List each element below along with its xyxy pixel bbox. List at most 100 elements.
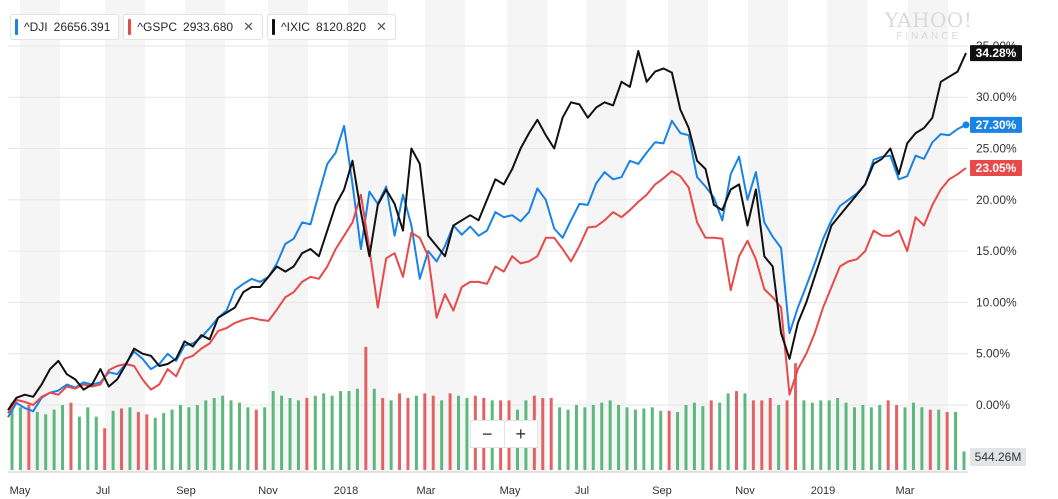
volume-bar [701,406,705,470]
series-line-dji [7,119,967,418]
volume-bar [381,398,385,470]
volume-bar [617,405,621,470]
volume-bar [608,400,612,470]
volume-bar [136,411,140,470]
month-band [586,0,626,472]
month-band [185,0,225,472]
volume-bar [465,398,469,470]
last-point-marker [962,121,970,129]
y-tick-label: 10.00% [976,295,1017,309]
legend-color-gspc [128,19,132,35]
volume-bar [170,409,174,470]
volume-bar [760,400,764,470]
volume-bar [212,398,216,470]
volume-bar [128,407,132,470]
volume-bar [945,411,949,470]
volume-bar [903,407,907,470]
volume-bar [69,402,73,470]
volume-bar [372,388,376,470]
volume-bar [886,400,890,470]
legend-chip-dji[interactable]: ^DJI 26656.391 [10,14,120,40]
volume-bar [229,400,233,470]
x-tick-label: 2019 [811,485,835,497]
legend-color-dji [15,19,18,35]
volume-bar [339,391,343,470]
month-band [425,0,465,472]
volume-bar [911,402,915,470]
legend-color-ixic [271,19,275,35]
volume-bar [667,410,671,470]
volume-bar [692,402,696,470]
volume-bar [178,405,182,470]
series-line-gspc [7,167,967,414]
month-band [827,0,867,472]
volume-bar [937,409,941,470]
volume-bar [61,405,65,470]
close-icon[interactable]: ✕ [376,19,387,34]
close-icon[interactable]: ✕ [243,19,254,34]
volume-bar [52,409,56,470]
x-tick-label: Sep [176,485,196,497]
volume-bar [414,395,418,470]
volume-bar [153,417,157,470]
logo-line2: FINANCE [896,31,962,42]
volume-bar [735,391,739,470]
legend-chip-ixic[interactable]: ^IXIC 8120.820 ✕ [266,14,396,40]
y-tick-label: 30.00% [976,90,1017,104]
volume-bar [35,411,39,470]
month-band [507,0,547,472]
x-tick-label: 2018 [334,485,358,497]
x-tick-label: Sep [652,485,672,497]
volume-bar [684,405,688,470]
volume-bars [10,346,966,470]
zoom-in-button[interactable]: + [503,421,538,447]
last-value-badge [970,45,1022,62]
volume-bar [313,395,317,470]
series-lines [7,50,970,418]
series-line-ixic [7,50,967,411]
volume-bar [642,408,646,470]
month-band [105,0,145,472]
x-tick-label: May [500,485,521,497]
x-tick-label: Jul [575,485,589,497]
volume-bar [162,413,166,470]
y-tick-label: 25.00% [976,142,1017,156]
volume-bar [330,395,334,470]
volume-bar [836,398,840,470]
volume-bar [263,407,267,470]
volume-bar [869,407,873,470]
volume-bar [920,407,924,470]
volume-bar [406,398,410,470]
volume-bar [583,407,587,470]
volume-bar [44,414,48,470]
legend-value-ixic: 8120.820 [315,20,367,34]
volume-bar [574,405,578,470]
volume-bar [288,398,292,470]
legend-symbol-gspc: ^GSPC [137,20,178,34]
yahoo-finance-logo: YAHOO! FINANCE [885,10,972,42]
zoom-out-button[interactable]: − [481,423,493,444]
volume-bar [187,407,191,470]
volume-bar [802,400,806,470]
x-tick-label: Jul [96,485,110,497]
volume-bar [954,411,958,470]
volume-bar [347,391,351,470]
legend-chip-gspc[interactable]: ^GSPC 2933.680 ✕ [123,14,263,40]
volume-bar [566,409,570,470]
volume-bar [86,407,90,470]
volume-bar [676,411,680,470]
legend-symbol-dji: ^DJI [24,20,48,34]
x-tick-label: Mar [896,485,915,497]
volume-bar [457,395,461,470]
zoom-control: − + [470,420,538,448]
volume-bar [600,402,604,470]
last-value-badge [970,159,1022,176]
volume-bar [364,346,368,470]
volume-bar [440,400,444,470]
logo-line1: YAHOO! [885,8,973,32]
volume-bar [743,393,747,470]
volume-badge-text: 544.26M [975,450,1022,464]
volume-bar [718,402,722,470]
legend-symbol-ixic: ^IXIC [280,20,310,34]
